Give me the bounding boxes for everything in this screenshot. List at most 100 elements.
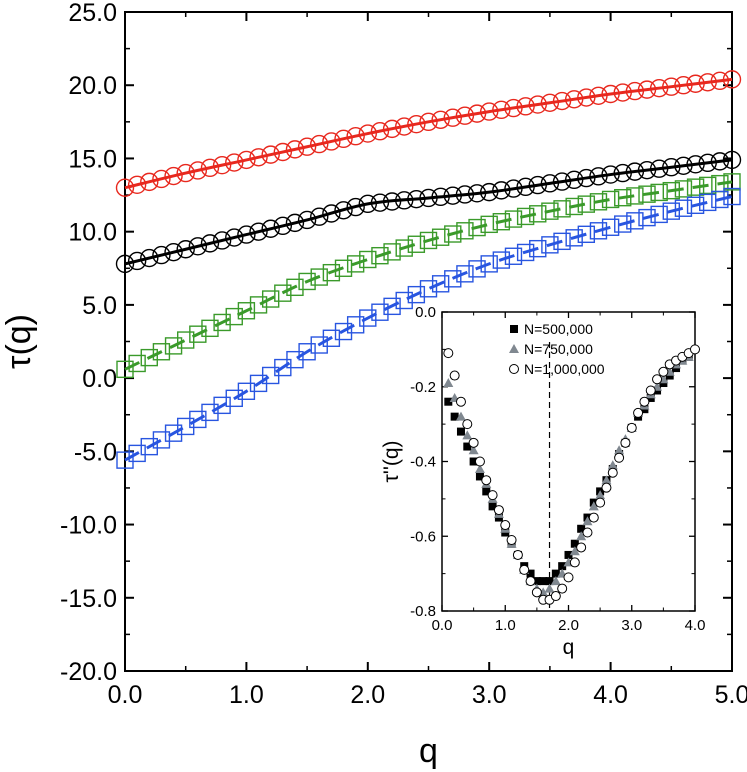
inset-data-point bbox=[564, 550, 573, 559]
data-point bbox=[480, 255, 498, 273]
data-point bbox=[201, 403, 219, 422]
data-point bbox=[128, 354, 146, 373]
data-point bbox=[164, 337, 183, 355]
inset-x-tick-label: 0.0 bbox=[432, 617, 453, 634]
legend-marker bbox=[509, 364, 519, 374]
inset-data-point bbox=[462, 419, 473, 430]
data-point bbox=[346, 126, 365, 146]
data-point bbox=[516, 243, 535, 262]
inset-data-point bbox=[658, 366, 669, 377]
inset-data-point bbox=[558, 562, 567, 571]
data-point bbox=[395, 239, 413, 257]
data-point bbox=[468, 260, 486, 278]
inset-data-point bbox=[652, 374, 663, 385]
y-tick-label: 25.0 bbox=[68, 0, 117, 27]
inset-data-point bbox=[576, 542, 587, 553]
data-point bbox=[213, 313, 231, 332]
inset-x-axis-label: q bbox=[563, 636, 575, 659]
legend-label: N=500,000 bbox=[524, 321, 593, 337]
data-point bbox=[419, 231, 438, 250]
inset-data-point bbox=[474, 463, 485, 473]
x-tick-label: 1.0 bbox=[229, 681, 264, 709]
inset-data-point bbox=[462, 430, 473, 440]
y-tick-label: 0.0 bbox=[82, 365, 117, 393]
inset-data-point bbox=[474, 456, 485, 467]
data-point bbox=[249, 296, 268, 314]
inset-data-point bbox=[443, 348, 454, 359]
data-point bbox=[407, 235, 426, 253]
data-point bbox=[298, 272, 316, 291]
data-point bbox=[310, 336, 328, 354]
inset-x-tick-label: 3.0 bbox=[621, 617, 642, 634]
inset-data-point bbox=[588, 512, 599, 523]
data-point bbox=[237, 150, 256, 170]
data-point bbox=[516, 207, 535, 226]
inset-data-point bbox=[569, 546, 580, 556]
data-point bbox=[225, 153, 244, 172]
data-point bbox=[492, 251, 511, 269]
inset-x-tick-label: 1.0 bbox=[495, 617, 516, 634]
inset-plot: 0.0 1.0 2.0 3.0 4.0 0.0 -0.2 -0.4 -0.6 -0.8 q τ''(q… bbox=[380, 304, 705, 659]
inset-data-point bbox=[532, 577, 541, 586]
data-point bbox=[261, 145, 280, 164]
inset-data-point bbox=[444, 397, 453, 406]
inset-data-point bbox=[551, 569, 560, 578]
series-black-circles bbox=[115, 150, 742, 274]
data-point bbox=[297, 137, 317, 156]
x-tick-label: 0.0 bbox=[108, 681, 143, 709]
inset-y-tick-label: -0.2 bbox=[410, 379, 436, 396]
x-axis-label: q bbox=[419, 732, 438, 770]
data-point bbox=[395, 291, 413, 310]
inset-y-tick-label: -0.4 bbox=[410, 454, 436, 471]
inset-data-point bbox=[475, 472, 484, 481]
inset-data-point bbox=[620, 437, 631, 448]
inset-y-tick-label: -0.8 bbox=[410, 603, 436, 620]
inset-data-point bbox=[595, 490, 606, 500]
data-point bbox=[127, 251, 147, 271]
y-tick-label: 10.0 bbox=[68, 219, 117, 247]
data-point bbox=[444, 270, 462, 288]
inset-data-point bbox=[582, 527, 593, 538]
inset-data-point bbox=[469, 457, 478, 466]
data-point bbox=[297, 210, 317, 230]
inset-data-point bbox=[456, 427, 465, 436]
data-point bbox=[140, 248, 159, 268]
inset-data-point bbox=[626, 422, 637, 433]
inset-x-tick-label: 2.0 bbox=[558, 617, 579, 634]
data-point bbox=[431, 275, 450, 293]
inset-data-point bbox=[569, 557, 580, 568]
data-point bbox=[176, 240, 195, 259]
inset-data-point bbox=[512, 549, 523, 560]
inset-data-point bbox=[455, 396, 466, 407]
data-point bbox=[601, 218, 620, 236]
data-point bbox=[273, 142, 293, 162]
inset-data-point bbox=[563, 572, 574, 583]
data-point bbox=[383, 297, 401, 316]
data-point bbox=[237, 302, 256, 320]
data-point bbox=[723, 187, 741, 206]
inset-data-point bbox=[463, 442, 472, 451]
inset-data-point bbox=[576, 531, 587, 541]
inset-data-point bbox=[519, 564, 530, 575]
data-point bbox=[140, 437, 158, 456]
data-point bbox=[371, 246, 389, 265]
inset-data-point bbox=[577, 524, 586, 533]
series-green-squares bbox=[116, 173, 741, 379]
data-point bbox=[359, 250, 377, 269]
inset-data-point bbox=[601, 475, 612, 485]
inset-data-point bbox=[500, 520, 511, 531]
y-axis-label: τ(q) bbox=[0, 314, 38, 369]
data-point bbox=[589, 193, 608, 211]
data-point bbox=[128, 444, 146, 463]
y-tick-label: 15.0 bbox=[68, 145, 117, 173]
data-point bbox=[249, 148, 268, 167]
inset-data-point bbox=[482, 487, 491, 496]
data-point bbox=[116, 360, 134, 379]
inset-series-2 bbox=[443, 344, 700, 605]
y-tick-label: 5.0 bbox=[82, 292, 117, 320]
inset-data-point bbox=[614, 452, 625, 463]
inset-data-point bbox=[588, 501, 599, 511]
data-point bbox=[201, 319, 219, 338]
